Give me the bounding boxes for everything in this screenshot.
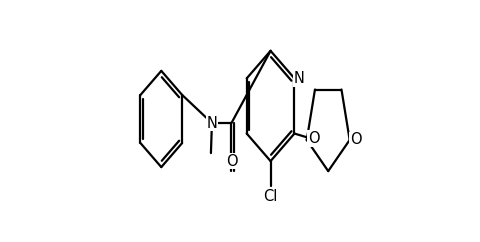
Text: O: O bbox=[349, 132, 361, 147]
Text: N: N bbox=[206, 115, 217, 130]
Text: Cl: Cl bbox=[263, 189, 277, 204]
Text: O: O bbox=[225, 154, 237, 169]
Text: N: N bbox=[293, 71, 304, 86]
Text: O: O bbox=[307, 131, 319, 146]
